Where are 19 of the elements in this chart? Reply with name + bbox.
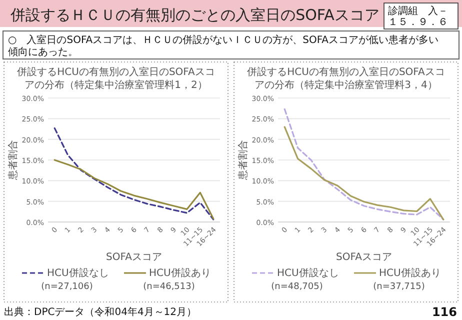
legend-label: HCU併設あり (n=37,715): [373, 267, 441, 292]
chart-title: 併設するHCUの有無別の入室日のSOFAスコアの分布（特定集中治療室管理料3，4）: [247, 66, 445, 91]
chart-title: 併設するHCUの有無別の入室日のSOFAスコアの分布（特定集中治療室管理料1，2）: [17, 66, 215, 91]
text: 116: [432, 305, 457, 319]
legend-label: HCU併設なし (n=48,705): [271, 267, 339, 292]
line-series: [284, 126, 444, 220]
text: 診調組 入－１５．９．６: [388, 5, 448, 28]
y-axis-title: 患者割合: [7, 140, 19, 181]
line-series: [54, 127, 214, 220]
text: ○ 入室日のSOFAスコアは、ＨＣＵの併設がないＩＣＵの方が、SOFAスコアが低い患者が多い傾向にあった。: [8, 34, 439, 58]
line-series: [284, 108, 444, 220]
line-series: [54, 159, 214, 220]
x-axis-title: SOFAスコア: [336, 252, 392, 263]
legend-label: HCU併設なし (n=27,106): [41, 267, 109, 292]
x-axis-title: SOFAスコア: [106, 252, 162, 263]
source-note: 出典：DPCデータ（令和04年4月～12月）: [4, 306, 197, 318]
legend-label: HCU併設あり (n=46,513): [143, 267, 211, 292]
y-axis-title: 患者割合: [237, 140, 249, 181]
text: 併設するＨＣＵの有無別のごとの入室日のSOFAスコア: [10, 6, 380, 24]
